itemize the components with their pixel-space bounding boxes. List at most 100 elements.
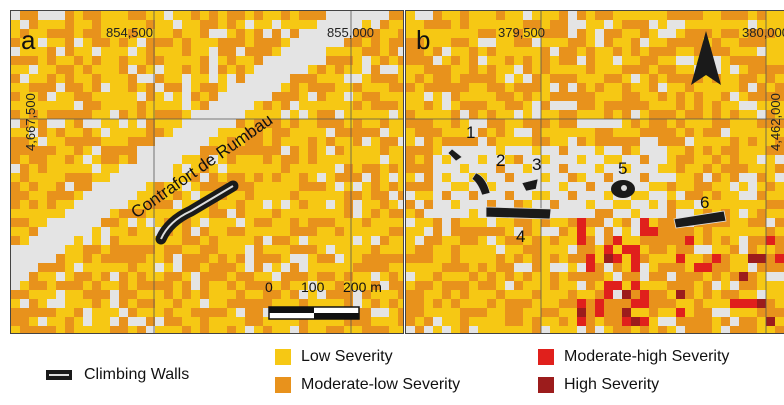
severity-cell [766,83,775,92]
severity-cell [748,227,757,236]
severity-cell [209,38,218,47]
severity-cell [317,11,326,20]
severity-cell [667,326,676,333]
severity-cell [164,38,173,47]
severity-cell [290,137,299,146]
severity-cell [532,119,541,128]
severity-cell [442,119,451,128]
severity-cell [739,218,748,227]
severity-cell [658,155,667,164]
severity-cell [362,101,371,110]
severity-cell [218,110,227,119]
severity-cell [613,227,622,236]
severity-cell [389,191,398,200]
severity-cell [56,236,65,245]
severity-cell [469,200,478,209]
severity-cell [559,299,568,308]
severity-cell [775,83,784,92]
severity-cell [290,272,299,281]
severity-cell [559,20,568,29]
severity-cell [415,74,424,83]
severity-cell [478,236,487,245]
severity-cell [236,173,245,182]
severity-cell [415,299,424,308]
severity-cell [299,209,308,218]
severity-cell [730,155,739,164]
severity-cell [227,65,236,74]
severity-cell [631,173,640,182]
severity-cell [667,92,676,101]
severity-cell [577,119,586,128]
severity-cell [380,29,389,38]
severity-cell [47,164,56,173]
severity-cell [649,236,658,245]
severity-cell [523,236,532,245]
severity-cell [613,173,622,182]
severity-cell [676,227,685,236]
severity-cell [110,308,119,317]
severity-cell [20,56,29,65]
severity-cell [263,200,272,209]
severity-cell [209,236,218,245]
severity-cell [415,56,424,65]
severity-cell [263,299,272,308]
moderate-low-severity-swatch [275,377,291,393]
severity-cell [137,38,146,47]
severity-cell [92,263,101,272]
severity-cell [326,290,335,299]
severity-cell [721,182,730,191]
severity-cell [326,38,335,47]
severity-cell [137,146,146,155]
severity-cell [640,326,649,333]
severity-cell [263,155,272,164]
severity-cell [676,47,685,56]
severity-cell [766,47,775,56]
severity-cell [550,38,559,47]
severity-cell [263,290,272,299]
severity-cell [676,200,685,209]
severity-cell [236,119,245,128]
severity-cell [424,191,433,200]
severity-cell [281,191,290,200]
severity-cell [478,29,487,38]
severity-cell [218,101,227,110]
severity-cell [389,299,398,308]
severity-cell [451,317,460,326]
severity-cell [164,74,173,83]
severity-cell [487,20,496,29]
severity-cell [182,191,191,200]
severity-cell [469,83,478,92]
severity-cell [766,200,775,209]
severity-cell [245,74,254,83]
severity-cell [191,92,200,101]
severity-cell [20,47,29,56]
severity-cell [622,146,631,155]
severity-cell [685,38,694,47]
severity-cell [658,119,667,128]
severity-cell [775,236,784,245]
climbing-wall-4 [485,206,552,220]
severity-cell [74,83,83,92]
severity-cell [164,92,173,101]
severity-cell [406,236,415,245]
severity-cell [703,290,712,299]
climbing-wall-1 [447,148,463,162]
severity-cell [56,101,65,110]
severity-cell [29,236,38,245]
severity-cell [667,65,676,74]
severity-cell [523,245,532,254]
severity-cell [380,290,389,299]
severity-cell [398,146,403,155]
severity-cell [65,245,74,254]
severity-cell [74,92,83,101]
severity-cell [47,317,56,326]
severity-cell [308,200,317,209]
severity-cell [676,65,685,74]
severity-cell [92,173,101,182]
severity-cell [371,191,380,200]
severity-cell [532,74,541,83]
severity-cell [703,128,712,137]
severity-cell [559,173,568,182]
severity-cell [200,92,209,101]
severity-cell [182,173,191,182]
